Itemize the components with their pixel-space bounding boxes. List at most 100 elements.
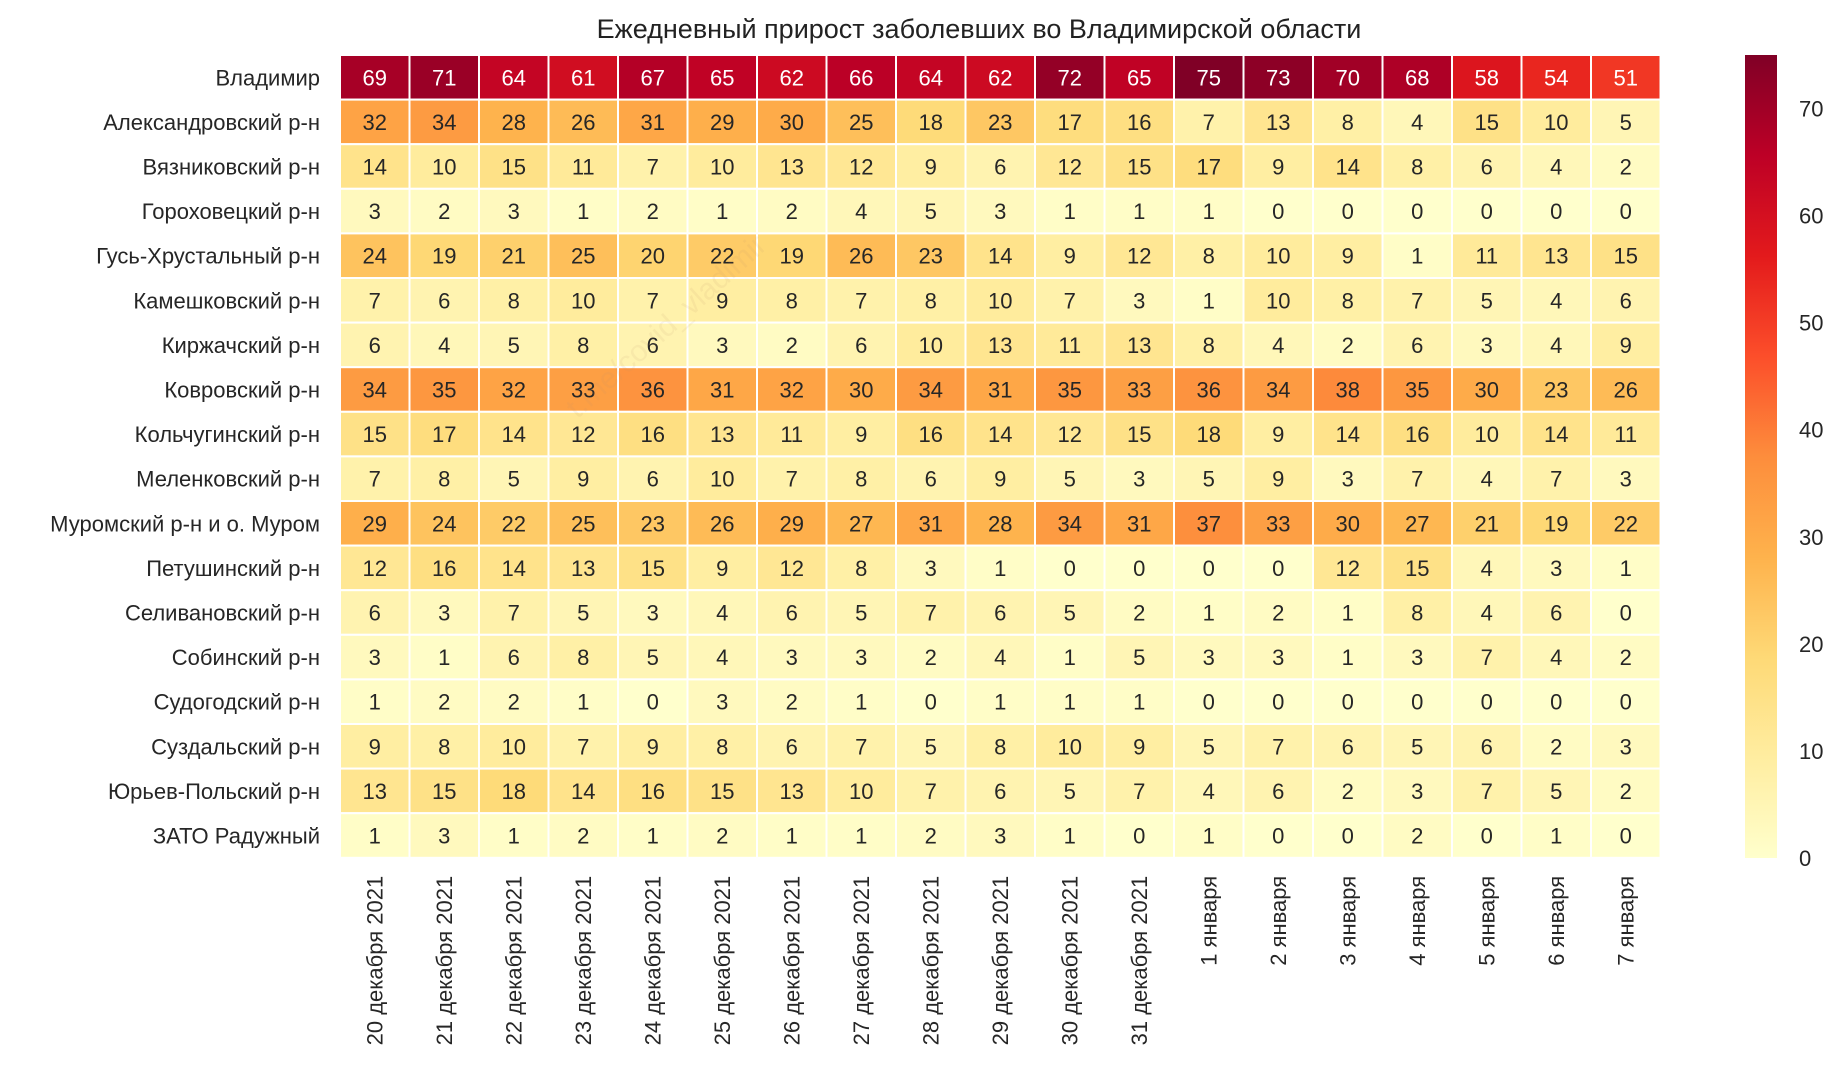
cell-value-label: 27 [849,511,873,536]
heatmap-cell [895,544,967,592]
cell-value-label: 9 [647,734,659,759]
heatmap-cell [408,277,480,324]
heatmap-cell [339,277,411,324]
cell-value-label: 1 [1203,288,1215,313]
cell-value-label: 12 [1058,422,1082,447]
cell-value-label: 1 [577,199,589,224]
cell-value-label: 1 [1064,824,1076,849]
heatmap-cell [1520,321,1592,369]
cell-value-label: 8 [577,333,589,358]
heatmap-cell [408,321,480,369]
cell-value-label: 15 [1405,556,1429,581]
cell-value-label: 16 [919,422,943,447]
column-label: 25 декабря 2021 [710,876,735,1046]
cell-value-label: 10 [1266,288,1290,313]
cell-value-label: 1 [1550,824,1562,849]
column-label: 29 декабря 2021 [988,876,1013,1046]
heatmap-cell [964,98,1036,146]
heatmap-cell [1103,187,1175,235]
cell-value-label: 0 [1272,824,1284,849]
cell-value-label: 9 [716,556,728,581]
cell-value-label: 10 [1544,110,1568,135]
cell-value-label: 13 [780,155,804,180]
cell-value-label: 9 [1272,467,1284,492]
cell-value-label: 31 [710,378,734,403]
cell-value-label: 9 [1342,244,1354,269]
cell-value-label: 7 [647,155,659,180]
cell-value-label: 13 [1127,333,1151,358]
cell-value-label: 8 [1342,110,1354,135]
heatmap-cell [825,455,897,502]
cell-value-label: 9 [577,467,589,492]
cell-value-label: 0 [647,690,659,715]
heatmap-cell [1173,812,1245,859]
cell-value-label: 3 [508,199,520,224]
cell-value-label: 2 [438,690,450,715]
heatmap-cell [617,812,689,859]
cell-value-label: 3 [1342,467,1354,492]
heatmap-cell [1103,321,1175,369]
cell-value-label: 28 [988,511,1012,536]
cell-value-label: 10 [1266,244,1290,269]
heatmap-cell [1520,98,1592,146]
cell-value-label: 18 [502,779,526,804]
cell-value-label: 8 [1411,155,1423,180]
heatmap-cell [1381,678,1453,726]
heatmap-cell [895,589,967,636]
heatmap-cell [408,98,480,146]
cell-value-label: 1 [1064,690,1076,715]
cell-value-label: 9 [1272,422,1284,447]
cell-value-label: 1 [855,690,867,715]
heatmap-cell [1173,232,1245,279]
cell-value-label: 9 [1133,734,1145,759]
cell-value-label: 12 [1127,244,1151,269]
cell-value-label: 0 [1064,556,1076,581]
heatmap-cell [1451,500,1523,547]
cell-value-label: 3 [1203,645,1215,670]
cell-value-label: 1 [577,690,589,715]
cell-value-label: 6 [1342,734,1354,759]
cell-value-label: 26 [571,110,595,135]
heatmap-cell [1520,767,1592,815]
cell-value-label: 5 [1064,601,1076,626]
cell-value-label: 8 [438,467,450,492]
cell-value-label: 2 [1342,333,1354,358]
heatmap-cell [895,678,967,726]
heatmap-cell [686,232,758,279]
row-label: Александровский р-н [103,110,320,135]
row-label: Юрьев-Польский р-н [108,779,320,804]
cell-value-label: 7 [855,734,867,759]
column-label: 2 января [1266,876,1291,966]
heatmap-cell [1590,232,1662,279]
heatmap-cell [1590,678,1662,726]
row-label: Вязниковский р-н [143,155,320,180]
cell-value-label: 7 [1064,288,1076,313]
cell-value-label: 6 [647,467,659,492]
heatmap-cell [1590,54,1662,101]
heatmap-cell [895,812,967,859]
heatmap-cell [1451,366,1523,413]
cell-value-label: 3 [1272,645,1284,670]
cell-value-label: 3 [855,645,867,670]
cell-value-label: 12 [849,155,873,180]
cell-value-label: 1 [716,199,728,224]
cell-value-label: 1 [1342,601,1354,626]
cell-value-label: 6 [438,288,450,313]
heatmap-cell [1103,366,1175,413]
cell-value-label: 3 [1481,333,1493,358]
cell-value-label: 6 [994,155,1006,180]
cell-value-label: 0 [1342,199,1354,224]
heatmap-cell [1103,54,1175,101]
cell-value-label: 2 [786,690,798,715]
heatmap-cell [825,410,897,458]
cell-value-label: 2 [508,690,520,715]
heatmap-cell [1173,723,1245,770]
heatmap-cell [1034,187,1106,235]
cell-value-label: 4 [1481,556,1493,581]
heatmap-cell [339,767,411,815]
cell-value-label: 3 [716,690,728,715]
cell-value-label: 0 [925,690,937,715]
row-label: Судогодский р-н [154,690,320,715]
cell-value-label: 10 [1058,734,1082,759]
cell-value-label: 36 [1197,378,1221,403]
